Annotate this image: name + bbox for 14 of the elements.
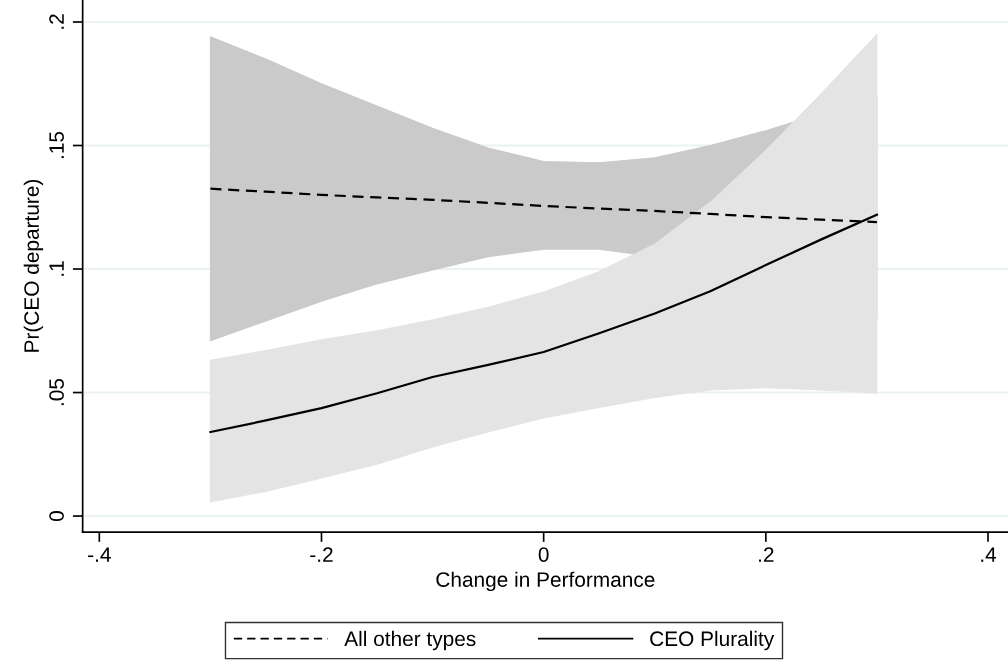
- x-tick-label: -.4: [88, 547, 111, 562]
- legend-label: CEO Plurality: [650, 630, 775, 651]
- y-tick-label: .1: [49, 261, 64, 276]
- y-tick-label: .15: [49, 131, 64, 159]
- y-tick-label: .2: [49, 14, 64, 29]
- x-axis-title: Change in Performance: [436, 571, 655, 592]
- y-tick-label: 0: [49, 511, 64, 522]
- x-tick-label: .4: [981, 547, 997, 562]
- x-tick-label: 0: [538, 547, 549, 562]
- legend-label: All other types: [344, 630, 476, 651]
- y-axis-title: Pr(CEO departure): [23, 179, 44, 352]
- x-tick-label: .2: [759, 547, 774, 562]
- y-tick-label: .05: [49, 378, 64, 406]
- x-tick-label: -.2: [310, 547, 333, 562]
